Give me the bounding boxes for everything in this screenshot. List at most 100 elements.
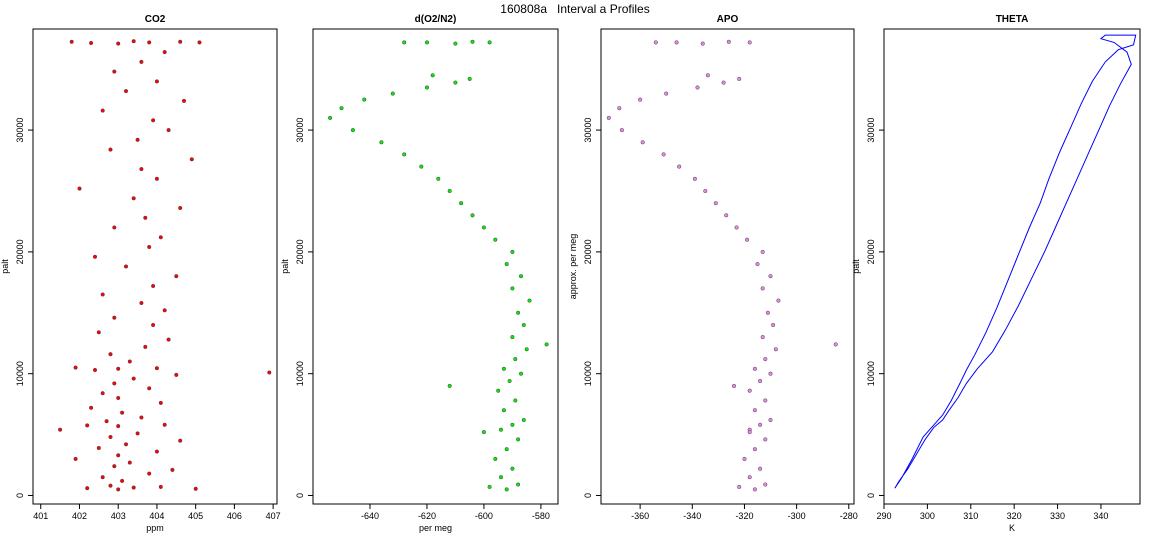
panel-2-point-12 <box>513 398 518 403</box>
panel-3-point-24 <box>768 274 773 279</box>
panel-4-x-tick-label-5: 340 <box>1093 511 1108 521</box>
panel-3-point-37 <box>606 115 611 120</box>
panel-3-point-43 <box>737 76 742 81</box>
panel-3-y-tick-label-1: 10000 <box>583 361 593 386</box>
panel-2-x-tick-label-2: -600 <box>475 511 493 521</box>
panel-1-point-18 <box>108 434 113 440</box>
panel-1-point-16 <box>123 442 129 447</box>
panel-1-point-31 <box>147 386 152 391</box>
panel-1-point-72 <box>112 69 117 74</box>
panel-3-point-25 <box>755 262 760 267</box>
panel-3-point-18 <box>773 347 778 352</box>
panel-1-point-71 <box>154 79 159 84</box>
panel-3-point-45 <box>700 41 705 46</box>
panel-3-frame <box>600 28 855 505</box>
page-title: 160808a Interval a Profiles <box>500 2 650 16</box>
panel-3-point-23 <box>760 286 765 291</box>
panel-3-point-38 <box>617 106 622 111</box>
panel-1-point-60 <box>77 186 82 191</box>
panel-1-y-tick-label-0: 0 <box>15 493 25 498</box>
panel-1-point-5 <box>108 483 113 488</box>
panel-2-y-tick-label-2: 20000 <box>295 239 305 264</box>
panel-2-point-34 <box>402 152 407 157</box>
panel-2-point-48 <box>402 40 407 45</box>
panel-1-point-69 <box>181 98 187 103</box>
panel-1-x-tick-label-6: 407 <box>266 511 281 521</box>
panel-1-point-42 <box>143 344 148 349</box>
panel-2-point-32 <box>436 176 441 181</box>
panel-1-point-56 <box>112 225 117 230</box>
panel-2-point-27 <box>493 237 498 242</box>
panel-2-point-45 <box>453 41 458 46</box>
panel-2-x-axis-title: per meg <box>419 523 452 533</box>
panel-3-point-47 <box>726 39 731 44</box>
panel-1-point-45 <box>151 322 156 328</box>
panel-1-point-7 <box>100 475 105 480</box>
panel-2-point-18 <box>524 347 529 352</box>
panel-4-series-line <box>894 34 1137 489</box>
panel-2-point-13 <box>496 388 501 393</box>
panel-1-point-75 <box>116 41 121 46</box>
panel-1-point-49 <box>100 292 105 297</box>
panel-2-point-1 <box>487 484 492 489</box>
panel-1-point-63 <box>189 157 194 162</box>
panel-1-point-38 <box>73 365 78 370</box>
panel-1-point-39 <box>267 370 272 375</box>
panel-4-x-tick-label-0: 290 <box>876 511 891 521</box>
panel-2-point-4 <box>510 466 515 471</box>
panel-2-point-33 <box>419 164 424 169</box>
panel-1-point-27 <box>89 405 94 410</box>
panel-3-y-tick-label-2: 20000 <box>583 239 593 264</box>
panel-3-x-tick-label-1: -340 <box>683 511 701 521</box>
panel-1-point-1 <box>85 486 90 491</box>
panel-1-point-4 <box>193 486 198 491</box>
panel-2-point-16 <box>501 366 506 371</box>
panel-2-point-29 <box>470 213 475 218</box>
panel-2-point-38 <box>339 106 344 111</box>
panel-2-point-35 <box>379 140 384 145</box>
panel-3-x-tick-label-3: -300 <box>788 511 806 521</box>
panel-3-point-6 <box>752 447 757 452</box>
panel-1-point-47 <box>162 308 167 313</box>
panel-1-point-59 <box>131 196 136 201</box>
panel-3-point-29 <box>724 213 729 218</box>
panel-2-point-7 <box>516 437 521 442</box>
panel-1-point-68 <box>100 108 105 113</box>
panel-1-point-13 <box>116 453 121 458</box>
panel-2-x-tick-label-1: -620 <box>418 511 436 521</box>
panel-1-point-76 <box>89 40 94 46</box>
panel-3-point-39 <box>638 97 643 102</box>
panel-3-point-48 <box>653 40 658 45</box>
panel-3-point-36 <box>619 128 624 133</box>
panel-2-point-5 <box>493 456 498 461</box>
panel-1-point-65 <box>135 137 140 142</box>
panel-1-point-64 <box>108 147 113 152</box>
panel-1-point-25 <box>139 415 144 420</box>
panel-2-point-10 <box>521 417 526 423</box>
panel-4-y-tick-label-1: 10000 <box>866 361 876 386</box>
panel-1-point-55 <box>158 235 163 240</box>
panel-1-point-20 <box>58 427 63 432</box>
panel-3-point-17 <box>763 357 768 362</box>
panel-1-point-21 <box>116 424 121 429</box>
panel-4-y-tick-label-2: 20000 <box>866 239 876 264</box>
panel-3-point-2 <box>763 482 768 487</box>
panel-3-point-12 <box>763 398 768 403</box>
panel-2-point-30 <box>459 201 464 206</box>
panel-3-point-44 <box>705 73 710 78</box>
panel-2-point-17 <box>513 357 518 362</box>
panel-2-point-22 <box>527 298 532 303</box>
panel-3-point-22 <box>776 298 781 303</box>
panel-2-point-36 <box>350 128 355 133</box>
panel-1-point-14 <box>154 449 159 454</box>
panel-1-frame <box>32 28 278 505</box>
panel-1-point-41 <box>108 352 113 357</box>
panel-3-point-10 <box>768 417 773 423</box>
panel-1-point-35 <box>92 367 98 373</box>
panel-1-point-15 <box>96 445 101 451</box>
panel-1-point-24 <box>104 419 109 424</box>
panel-3-point-42 <box>721 80 726 85</box>
panel-4-x-tick-label-3: 320 <box>1007 511 1022 521</box>
panel-2-y-tick-label-1: 10000 <box>295 361 305 386</box>
panel-3-point-26 <box>760 249 765 254</box>
